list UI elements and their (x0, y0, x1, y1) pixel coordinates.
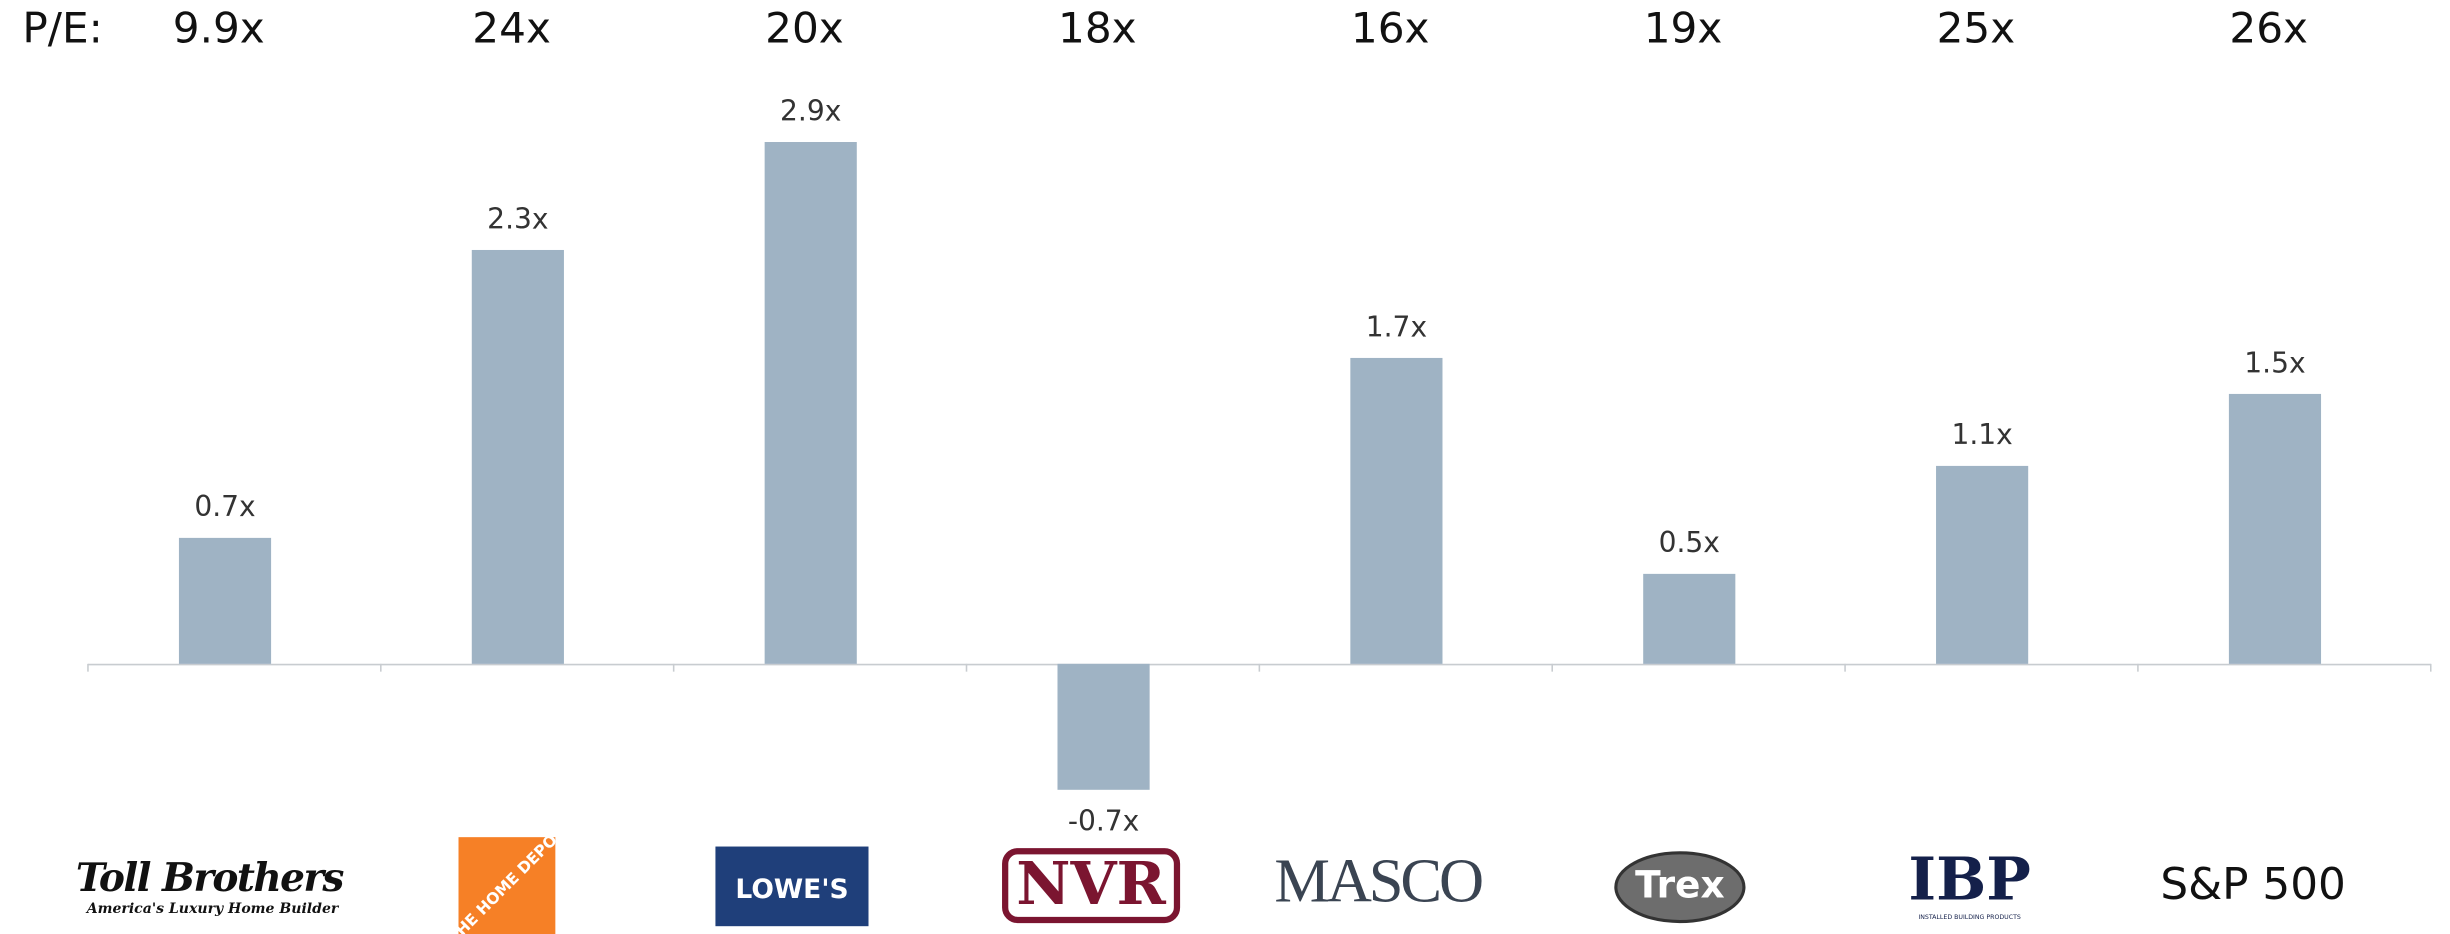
data-label: 1.5x (2244, 346, 2305, 379)
logo-box (715, 846, 869, 927)
pe-value: 26x (2229, 4, 2308, 53)
logo-text: Toll Brothers (76, 855, 344, 901)
logo-text: IBP (1908, 844, 2031, 914)
bar (1936, 465, 2029, 664)
logo-text: MASCO (1274, 845, 1482, 915)
data-label: -0.7x (1068, 805, 1139, 838)
logo-box (1002, 848, 1181, 924)
bar (1643, 573, 1736, 664)
data-label: 0.7x (194, 490, 255, 523)
logo-text: S&P 500 (2160, 859, 2346, 910)
logo-box (458, 837, 556, 934)
pe-value: 25x (1937, 4, 2016, 53)
pe-value: 9.9x (173, 4, 265, 53)
bar (1057, 663, 1150, 790)
pe-value: 20x (765, 4, 844, 53)
bar (471, 249, 564, 664)
bar (764, 142, 857, 664)
logo-text: LOWE'S (735, 874, 848, 905)
pe-value: 19x (1644, 4, 1723, 53)
logo-box (1614, 851, 1746, 924)
data-label: 2.3x (487, 202, 548, 235)
logo-tagline: America's Luxury Home Builder (85, 901, 340, 917)
data-label: 2.9x (780, 94, 841, 127)
pe-value: 16x (1351, 4, 1430, 53)
pe-value: 24x (472, 4, 551, 53)
data-label: 0.5x (1659, 526, 1720, 559)
logo-tagline: INSTALLED BUILDING PRODUCTS (1918, 914, 2021, 921)
data-label: 1.7x (1366, 310, 1427, 343)
logo-text: Trex (1635, 863, 1725, 907)
pe-value: 18x (1058, 4, 1137, 53)
bar (178, 537, 272, 664)
logo-text: NVR (1016, 848, 1166, 918)
bar (1350, 357, 1443, 664)
pe-label: P/E: (22, 4, 102, 53)
data-label: 1.1x (1951, 418, 2012, 451)
bar (2228, 393, 2322, 664)
